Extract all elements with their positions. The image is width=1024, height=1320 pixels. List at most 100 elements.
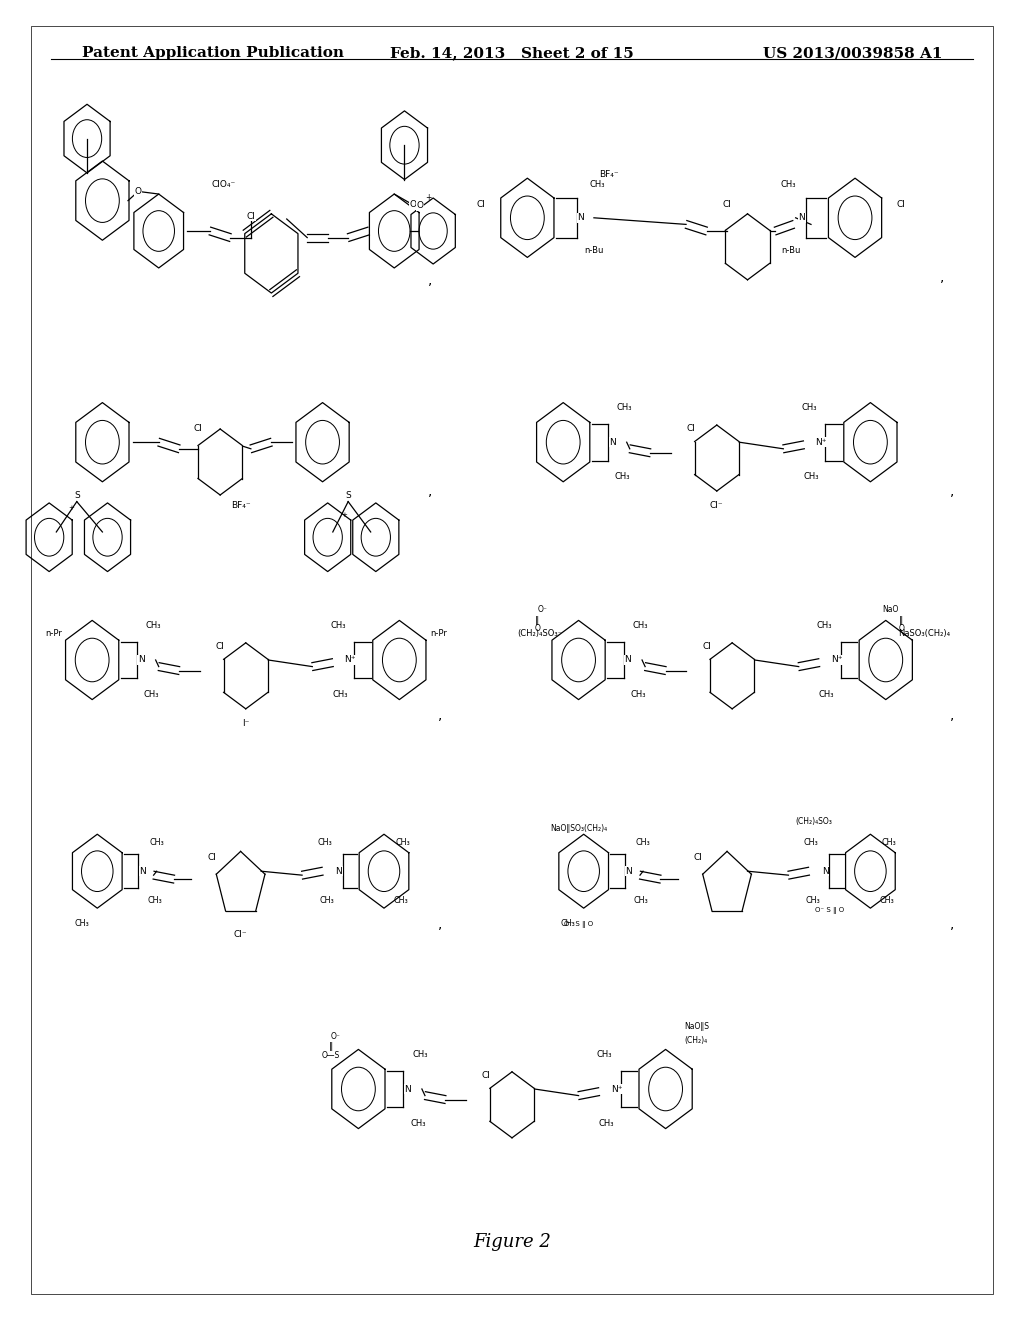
Text: N: N — [626, 867, 632, 875]
Text: US 2013/0039858 A1: US 2013/0039858 A1 — [763, 46, 942, 61]
Text: ,: , — [950, 484, 954, 498]
Text: ‖: ‖ — [899, 616, 903, 624]
Text: N: N — [822, 867, 828, 875]
Text: ,: , — [940, 271, 944, 284]
Text: CH₃: CH₃ — [630, 690, 646, 698]
Text: N: N — [799, 214, 805, 222]
Text: CH₃: CH₃ — [393, 896, 408, 904]
Text: CH₃: CH₃ — [412, 1051, 428, 1059]
Text: N: N — [609, 438, 615, 446]
Text: CH₃: CH₃ — [319, 896, 334, 904]
Text: CH₃: CH₃ — [806, 896, 820, 904]
Text: CH₃: CH₃ — [780, 181, 797, 189]
Text: Patent Application Publication: Patent Application Publication — [82, 46, 344, 61]
Text: CH₃: CH₃ — [332, 690, 348, 698]
Text: O: O — [410, 201, 416, 209]
Text: Cl: Cl — [194, 425, 202, 433]
Text: CH₃: CH₃ — [803, 473, 819, 480]
Text: +: + — [425, 194, 431, 202]
Text: CH₃: CH₃ — [634, 896, 648, 904]
Text: Cl: Cl — [247, 213, 255, 220]
Text: ,: , — [438, 917, 442, 931]
Text: N⁺: N⁺ — [815, 438, 827, 446]
Text: n-Pr: n-Pr — [45, 630, 61, 638]
Text: Cl: Cl — [687, 425, 695, 433]
Text: CH₃: CH₃ — [882, 838, 896, 846]
Text: (CH₂)₄: (CH₂)₄ — [685, 1036, 708, 1044]
Text: O: O — [135, 187, 141, 195]
Text: (CH₂)₄SO₃: (CH₂)₄SO₃ — [796, 817, 833, 825]
Text: CH₃: CH₃ — [636, 838, 650, 846]
Text: ,: , — [428, 273, 432, 286]
Text: NaSO₃(CH₂)₄: NaSO₃(CH₂)₄ — [899, 630, 950, 638]
Text: N⁺: N⁺ — [830, 656, 843, 664]
Text: Cl: Cl — [482, 1072, 490, 1080]
Text: CH₃: CH₃ — [880, 896, 894, 904]
Text: n-Bu: n-Bu — [585, 247, 603, 255]
Text: Feb. 14, 2013   Sheet 2 of 15: Feb. 14, 2013 Sheet 2 of 15 — [390, 46, 634, 61]
Text: CH₃: CH₃ — [330, 622, 346, 630]
Text: CH₃: CH₃ — [561, 920, 575, 928]
Text: ‖: ‖ — [329, 1043, 333, 1051]
Text: N⁺: N⁺ — [344, 656, 356, 664]
Text: N: N — [578, 214, 584, 222]
Text: N⁺: N⁺ — [610, 1085, 623, 1093]
Text: N: N — [138, 656, 144, 664]
Text: CH₃: CH₃ — [75, 920, 89, 928]
Text: ,: , — [428, 484, 432, 498]
Text: ,: , — [950, 917, 954, 931]
Text: N: N — [336, 867, 342, 875]
Text: CH₃: CH₃ — [816, 622, 833, 630]
Text: NaO‖SO₃(CH₂)₄: NaO‖SO₃(CH₂)₄ — [550, 825, 607, 833]
Text: n-Bu: n-Bu — [781, 247, 800, 255]
Text: CH₃: CH₃ — [632, 622, 648, 630]
Text: Cl: Cl — [208, 854, 216, 862]
Text: BF₄⁻: BF₄⁻ — [599, 170, 620, 178]
Text: CH₃: CH₃ — [614, 473, 631, 480]
Text: O⁻: O⁻ — [538, 606, 548, 614]
Text: Cl⁻: Cl⁻ — [710, 502, 724, 510]
Text: ,: , — [950, 709, 954, 722]
Text: S: S — [74, 491, 80, 499]
Text: N: N — [625, 656, 631, 664]
Text: Cl⁻: Cl⁻ — [233, 931, 248, 939]
Text: CH₃: CH₃ — [801, 404, 817, 412]
Text: CH₃: CH₃ — [804, 838, 818, 846]
Text: N: N — [404, 1085, 411, 1093]
Text: Cl: Cl — [477, 201, 485, 209]
Text: +: + — [341, 512, 347, 517]
Text: Cl: Cl — [702, 643, 711, 651]
Text: ,: , — [438, 709, 442, 722]
Text: S: S — [345, 491, 351, 499]
Text: CH₃: CH₃ — [598, 1119, 614, 1127]
Text: CH₃: CH₃ — [145, 622, 162, 630]
Text: CH₃: CH₃ — [147, 896, 162, 904]
Text: I⁻: I⁻ — [242, 719, 250, 727]
Text: CH₃: CH₃ — [410, 1119, 426, 1127]
Text: CH₃: CH₃ — [395, 838, 410, 846]
Text: O⁻: O⁻ — [331, 1032, 341, 1040]
Text: O: O — [417, 202, 423, 210]
Text: O⁻ S ‖ O: O⁻ S ‖ O — [564, 920, 593, 928]
Text: CH₃: CH₃ — [143, 690, 160, 698]
Text: ClO₄⁻: ClO₄⁻ — [211, 181, 236, 189]
Text: +: + — [69, 506, 75, 511]
Text: Cl: Cl — [216, 643, 224, 651]
Text: O: O — [898, 624, 904, 632]
Text: ‖: ‖ — [536, 616, 540, 624]
Text: Cl: Cl — [897, 201, 905, 209]
Text: NaO‖S: NaO‖S — [684, 1023, 709, 1031]
Text: O: O — [535, 624, 541, 632]
Text: Cl: Cl — [723, 201, 731, 209]
Text: CH₃: CH₃ — [589, 181, 605, 189]
Text: O⁻ S ‖ O: O⁻ S ‖ O — [815, 907, 844, 915]
Text: O—S: O—S — [322, 1052, 340, 1060]
Text: NaO: NaO — [883, 606, 899, 614]
Text: CH₃: CH₃ — [150, 838, 164, 846]
Text: N: N — [139, 867, 145, 875]
Text: CH₃: CH₃ — [596, 1051, 612, 1059]
Text: Cl: Cl — [694, 854, 702, 862]
Text: Figure 2: Figure 2 — [473, 1233, 551, 1251]
Text: CH₃: CH₃ — [818, 690, 835, 698]
Text: n-Pr: n-Pr — [430, 630, 446, 638]
